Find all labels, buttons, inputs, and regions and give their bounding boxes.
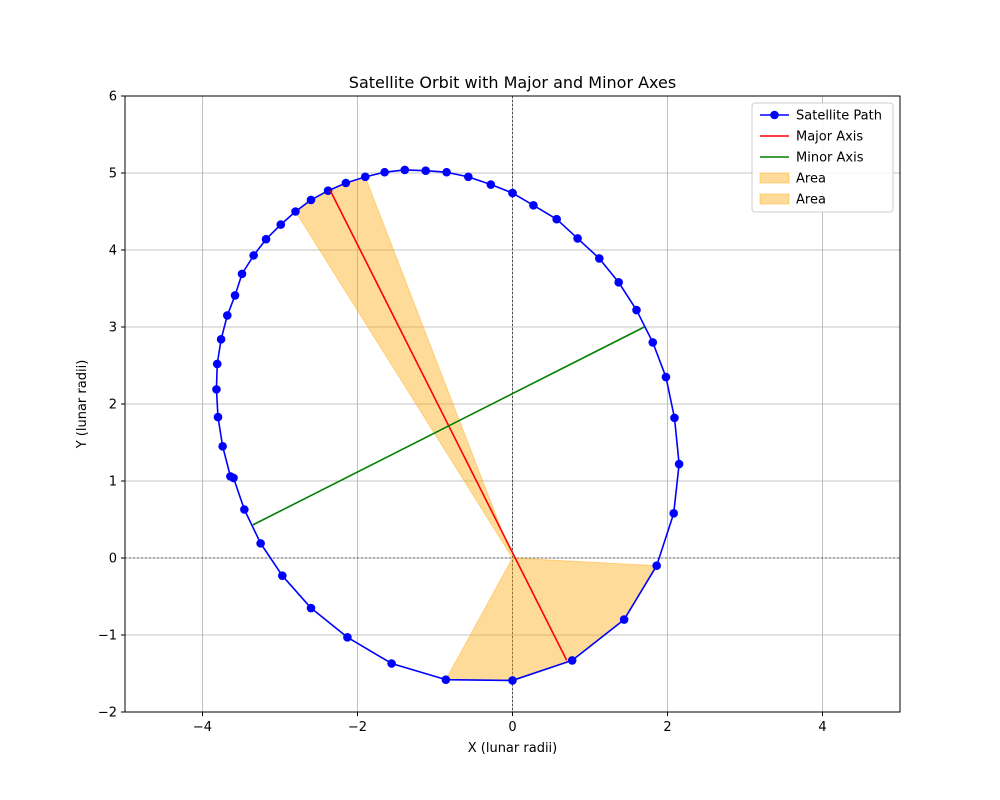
satellite-path-point	[632, 305, 641, 315]
legend-label-satellite-path: Satellite Path	[796, 109, 882, 124]
satellite-path-point	[567, 656, 577, 665]
satellite-path-point	[306, 195, 316, 205]
satellite-path-point	[256, 539, 265, 548]
y-tick-label: 6	[109, 90, 117, 105]
y-tick-label: 3	[109, 321, 117, 336]
satellite-path-point	[278, 571, 287, 581]
satellite-path-point	[529, 201, 538, 210]
satellite-path-point	[216, 335, 226, 344]
satellite-path-point	[237, 269, 247, 279]
legend-label-major-axis: Major Axis	[796, 130, 863, 145]
legend-swatch-area	[759, 193, 790, 205]
plot-content	[212, 165, 684, 685]
y-tick-label: 4	[109, 244, 117, 259]
satellite-path-point	[226, 472, 235, 481]
satellite-path-point	[441, 675, 451, 684]
satellite-path-point	[240, 505, 249, 514]
satellite-path-point	[212, 385, 221, 394]
satellite-path-point	[619, 615, 629, 624]
satellite-path-point	[223, 311, 232, 320]
satellite-path-point	[573, 234, 582, 243]
legend-swatch-area	[759, 172, 790, 184]
x-tick-label: 2	[663, 720, 671, 735]
satellite-path-point	[552, 214, 561, 224]
legend-label-area: Area	[796, 172, 826, 187]
satellite-path-point	[464, 172, 473, 182]
satellite-path-point	[306, 603, 316, 613]
y-axis-label: Y (lunar radii)	[75, 360, 90, 450]
satellite-path-point	[380, 167, 389, 177]
satellite-path-point	[421, 166, 431, 175]
satellite-path-point	[508, 188, 517, 198]
legend-label-minor-axis: Minor Axis	[796, 151, 864, 166]
minor-axis-line	[252, 326, 645, 526]
satellite-path-point	[442, 167, 451, 177]
legend-marker-satellite-path	[770, 110, 779, 120]
satellite-path-point	[648, 338, 658, 347]
legend-box	[751, 102, 894, 213]
satellite-path-point	[595, 254, 604, 263]
satellite-path-point	[212, 359, 222, 369]
chart-title: Satellite Orbit with Major and Minor Axe…	[349, 73, 676, 92]
x-tick-label: −2	[348, 720, 367, 735]
satellite-path-point	[291, 207, 300, 216]
satellite-path-point	[669, 509, 678, 518]
y-tick-label: 5	[109, 167, 117, 182]
legend: Satellite Path Major Axis Minor Axis Area Ar…	[751, 102, 894, 213]
satellite-path-point	[230, 291, 240, 300]
plot-area: −4 −2 0 2 4 −2 −1 0 1 2 3 4 5 6	[98, 90, 901, 735]
satellite-path-point	[218, 442, 227, 451]
satellite-path-point	[614, 278, 623, 287]
satellite-path-point	[670, 413, 679, 423]
legend-label-area: Area	[796, 193, 826, 208]
satellite-path-point	[341, 178, 351, 188]
y-tick-label: 2	[109, 398, 117, 413]
satellite-path-point	[652, 561, 661, 570]
x-axis-label: X (lunar radii)	[468, 741, 558, 756]
y-tick-label: 1	[109, 475, 117, 490]
satellite-path-point	[486, 180, 496, 189]
satellite-path-point	[661, 372, 671, 382]
y-tick-label: −2	[98, 706, 117, 721]
satellite-path-point	[213, 412, 223, 422]
x-tick-label: 4	[818, 720, 826, 735]
satellite-path-point	[508, 676, 517, 685]
satellite-path-point	[249, 251, 258, 260]
satellite-path-point	[360, 172, 370, 182]
satellite-path-point	[674, 459, 684, 469]
y-tick-label: −1	[98, 629, 117, 644]
satellite-path-point	[323, 186, 333, 196]
x-tick-label: −4	[193, 720, 212, 735]
satellite-path-point	[276, 220, 286, 229]
satellite-path-point	[387, 659, 396, 668]
x-tick-label: 0	[508, 720, 516, 735]
y-tick-label: 0	[109, 552, 117, 567]
satellite-path-point	[343, 633, 352, 642]
satellite-path-point	[400, 165, 410, 175]
satellite-path-point	[261, 234, 271, 244]
